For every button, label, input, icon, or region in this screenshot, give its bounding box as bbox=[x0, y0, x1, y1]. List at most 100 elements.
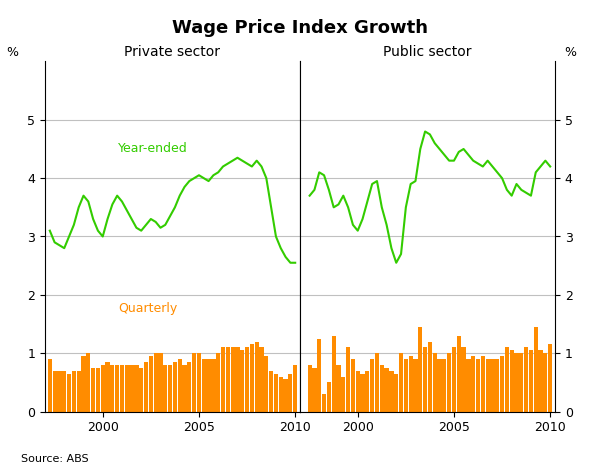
Bar bbox=[413, 359, 418, 412]
Bar bbox=[337, 365, 341, 412]
Bar bbox=[423, 347, 427, 412]
Bar bbox=[490, 359, 494, 412]
Text: Source: ABS: Source: ABS bbox=[21, 454, 89, 464]
Bar bbox=[341, 377, 346, 412]
Text: %: % bbox=[564, 46, 576, 59]
Bar bbox=[110, 365, 115, 412]
Bar bbox=[394, 374, 398, 412]
Bar bbox=[389, 371, 394, 412]
Bar bbox=[158, 353, 163, 412]
Bar bbox=[385, 368, 389, 412]
Bar bbox=[192, 353, 196, 412]
Bar bbox=[293, 365, 298, 412]
Bar bbox=[495, 359, 499, 412]
Bar bbox=[72, 371, 76, 412]
Bar bbox=[178, 359, 182, 412]
Bar bbox=[505, 347, 509, 412]
Bar bbox=[187, 362, 191, 412]
Bar bbox=[351, 359, 355, 412]
Bar bbox=[77, 371, 81, 412]
Bar bbox=[216, 353, 220, 412]
Bar bbox=[356, 371, 360, 412]
Bar bbox=[365, 371, 370, 412]
Bar bbox=[399, 353, 403, 412]
Bar bbox=[519, 353, 523, 412]
Bar bbox=[278, 377, 283, 412]
Bar bbox=[202, 359, 206, 412]
Bar bbox=[418, 327, 422, 412]
Bar bbox=[144, 362, 148, 412]
Bar bbox=[120, 365, 124, 412]
Bar bbox=[274, 374, 278, 412]
Bar bbox=[82, 356, 86, 412]
Bar bbox=[62, 371, 67, 412]
Bar bbox=[53, 371, 57, 412]
Bar bbox=[154, 353, 158, 412]
Bar bbox=[134, 365, 139, 412]
Bar bbox=[91, 368, 95, 412]
Bar bbox=[332, 336, 336, 412]
Bar bbox=[101, 365, 105, 412]
Bar bbox=[529, 350, 533, 412]
Bar bbox=[500, 356, 504, 412]
Bar bbox=[173, 362, 177, 412]
Bar bbox=[245, 347, 249, 412]
Bar bbox=[481, 356, 485, 412]
Bar bbox=[322, 394, 326, 412]
Bar bbox=[96, 368, 100, 412]
Bar bbox=[250, 344, 254, 412]
Bar bbox=[211, 359, 215, 412]
Bar bbox=[543, 353, 547, 412]
Bar bbox=[404, 359, 408, 412]
Bar bbox=[288, 374, 292, 412]
Bar bbox=[327, 382, 331, 412]
Bar bbox=[466, 359, 470, 412]
Bar bbox=[457, 336, 461, 412]
Bar bbox=[447, 353, 451, 412]
Bar bbox=[163, 365, 167, 412]
Bar bbox=[509, 350, 514, 412]
Bar bbox=[58, 371, 62, 412]
Bar bbox=[433, 353, 437, 412]
Text: Private sector: Private sector bbox=[125, 45, 221, 59]
Text: Quarterly: Quarterly bbox=[118, 302, 178, 315]
Bar bbox=[538, 350, 542, 412]
Bar bbox=[461, 347, 466, 412]
Bar bbox=[230, 347, 235, 412]
Bar bbox=[471, 356, 475, 412]
Bar bbox=[226, 347, 230, 412]
Bar bbox=[67, 374, 71, 412]
Bar bbox=[106, 362, 110, 412]
Bar bbox=[361, 374, 365, 412]
Bar bbox=[548, 344, 553, 412]
Text: Wage Price Index Growth: Wage Price Index Growth bbox=[172, 19, 428, 37]
Bar bbox=[317, 339, 322, 412]
Bar bbox=[380, 365, 384, 412]
Bar bbox=[125, 365, 129, 412]
Bar bbox=[485, 359, 490, 412]
Text: Year-ended: Year-ended bbox=[118, 142, 188, 155]
Bar bbox=[308, 365, 312, 412]
Bar bbox=[514, 353, 518, 412]
Bar bbox=[259, 347, 263, 412]
Bar bbox=[524, 347, 528, 412]
Bar bbox=[149, 356, 153, 412]
Bar bbox=[182, 365, 187, 412]
Bar bbox=[428, 342, 432, 412]
Bar bbox=[264, 356, 268, 412]
Bar bbox=[452, 347, 456, 412]
Bar bbox=[437, 359, 442, 412]
Bar bbox=[346, 347, 350, 412]
Bar bbox=[221, 347, 225, 412]
Bar bbox=[409, 356, 413, 412]
Bar bbox=[86, 353, 91, 412]
Bar bbox=[240, 350, 244, 412]
Bar bbox=[197, 353, 201, 412]
Bar bbox=[115, 365, 119, 412]
Bar bbox=[442, 359, 446, 412]
Bar bbox=[370, 359, 374, 412]
Bar bbox=[269, 371, 273, 412]
Text: %: % bbox=[6, 46, 18, 59]
Bar bbox=[235, 347, 239, 412]
Bar bbox=[139, 368, 143, 412]
